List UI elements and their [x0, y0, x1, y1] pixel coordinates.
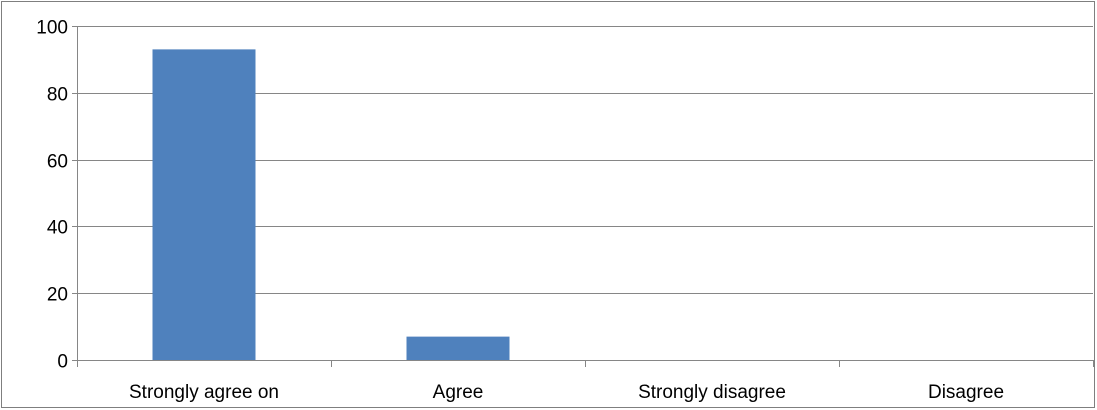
y-tick-label: 40 — [47, 218, 68, 239]
x-category-label: Disagree — [928, 382, 1004, 403]
x-category-label: Strongly agree on — [129, 382, 279, 403]
bar-agree — [406, 336, 510, 360]
bars — [152, 49, 510, 360]
y-tick-label: 80 — [47, 85, 68, 106]
y-tick-label: 0 — [57, 352, 68, 373]
y-tick-label: 100 — [36, 18, 68, 39]
y-tick-labels: 0 20 40 60 80 100 — [36, 18, 68, 373]
x-category-labels: Strongly agree on Agree Strongly disagree D… — [129, 382, 1004, 403]
axes — [72, 26, 1094, 367]
x-category-label: Agree — [433, 382, 484, 403]
bar-strongly-agree-on — [152, 49, 256, 360]
x-category-label: Strongly disagree — [638, 382, 786, 403]
y-tick-label: 60 — [47, 152, 68, 173]
y-tick-label: 20 — [47, 285, 68, 306]
